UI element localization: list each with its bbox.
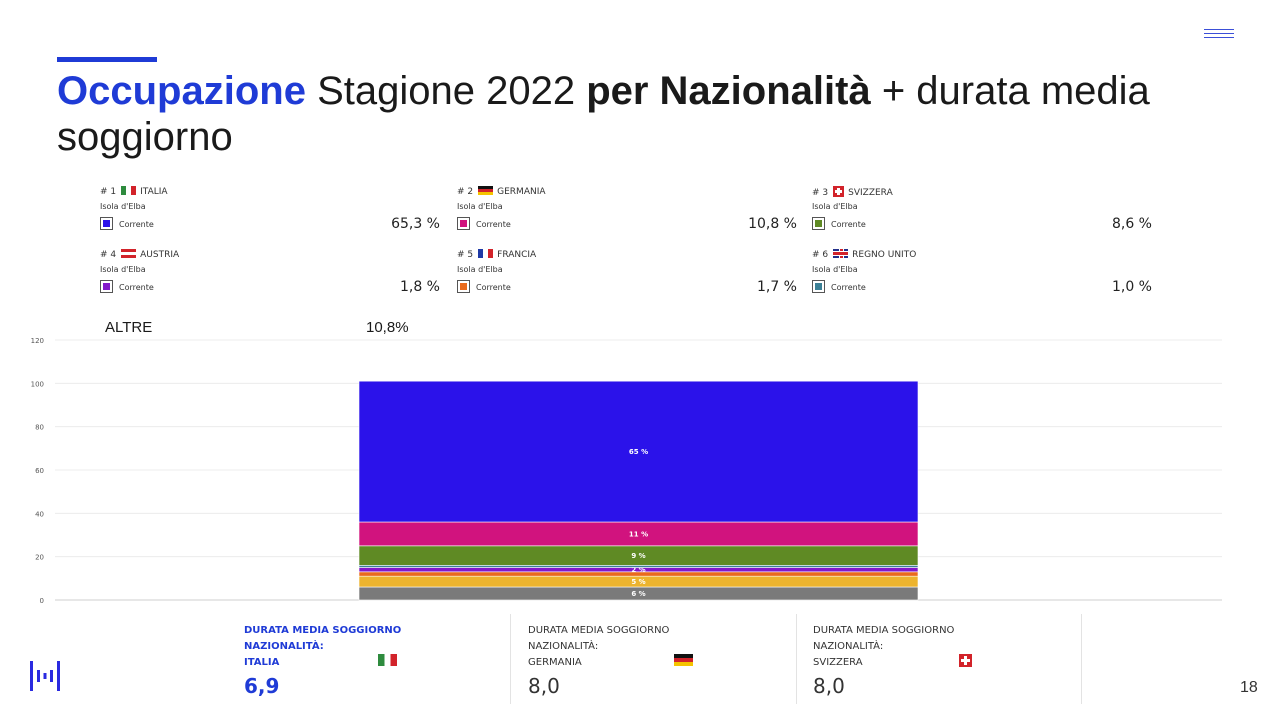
bar-data-label: 2 % (631, 566, 645, 574)
bar-segment (358, 380, 919, 523)
legend-item-francia: # 5 FRANCIA Isola d'Elba Corrente 1,7 % (457, 249, 797, 295)
divider (510, 614, 511, 704)
legend-item-svizzera: # 3 SVIZZERA Isola d'Elba Corrente 8,6 % (812, 186, 1152, 232)
bar-data-label: 9 % (631, 552, 645, 560)
legend-value: 1,7 % (756, 279, 797, 295)
stat-germania: DURATA MEDIA SOGGIORNO NAZIONALITÀ: GERMAN… (528, 612, 798, 712)
legend-value: 10,8 % (748, 216, 797, 232)
legend-item-germania: # 2 GERMANIA Isola d'Elba Corrente 10,8 % (457, 186, 797, 232)
switzerland-flag-icon (833, 186, 845, 197)
legend-swatch (100, 217, 113, 230)
legend-item-regno-unito: # 6 REGNO UNITO Isola d'Elba Corrente 1,0… (812, 249, 1152, 295)
legend-swatch (457, 217, 470, 230)
stat-value: 6,9 (244, 674, 280, 698)
legend-swatch (100, 280, 113, 293)
france-flag-icon (478, 249, 494, 258)
legend-value: 1,8 % (399, 279, 440, 295)
title-accent-bar (57, 57, 157, 62)
germany-flag-icon (674, 654, 693, 666)
legend-item-austria: # 4 AUSTRIA Isola d'Elba Corrente 1,8 % (100, 249, 440, 295)
y-tick-label: 20 (35, 554, 44, 562)
altre-label: ALTRE (105, 319, 153, 336)
slide-title: Occupazione Stagione 2022 per Nazionalit… (57, 69, 1150, 159)
legend-swatch (812, 217, 825, 230)
bar-data-label: 65 % (629, 448, 648, 456)
legend-item-italia: # 1 ITALIA Isola d'Elba Corrente 65,3 % (100, 186, 440, 232)
italy-flag-icon (378, 654, 397, 666)
y-tick-label: 80 (35, 424, 44, 432)
y-tick-label: 40 (35, 510, 44, 518)
legend-value: 8,6 % (1111, 216, 1152, 232)
bar-data-label: 5 % (631, 578, 645, 586)
legend-swatch (457, 280, 470, 293)
legend-value: 1,0 % (1111, 279, 1152, 295)
y-tick-label: 120 (31, 337, 44, 345)
stacked-bar-chart: 0 20 40 60 80 100 120 6 % 5 % 2 % 9 % 11 % 65 % (31, 337, 1222, 605)
y-tick-label: 100 (31, 380, 44, 388)
page-number: 18 (1240, 679, 1258, 696)
germany-flag-icon (478, 186, 494, 195)
legend-value: 65,3 % (391, 216, 440, 232)
brand-logo (30, 661, 60, 691)
stat-italia: DURATA MEDIA SOGGIORNO NAZIONALITÀ: ITALIA… (244, 625, 402, 698)
italy-flag-icon (121, 186, 137, 195)
bar-data-label: 6 % (631, 590, 645, 598)
y-tick-label: 0 (40, 597, 44, 605)
stat-value: 8,0 (813, 674, 845, 698)
menu-icon[interactable] (1204, 29, 1234, 41)
stat-svizzera: DURATA MEDIA SOGGIORNO NAZIONALITÀ: SVIZZE… (813, 612, 1083, 712)
altre-value: 10,8% (366, 319, 409, 336)
bar-data-label: 11 % (629, 530, 648, 538)
austria-flag-icon (121, 249, 137, 258)
stat-value: 8,0 (528, 674, 560, 698)
divider (796, 614, 797, 704)
legend-swatch (812, 280, 825, 293)
y-tick-label: 60 (35, 467, 44, 475)
switzerland-flag-icon (959, 654, 972, 667)
uk-flag-icon (833, 249, 849, 258)
divider (1081, 614, 1082, 704)
bar-segment (358, 565, 919, 568)
